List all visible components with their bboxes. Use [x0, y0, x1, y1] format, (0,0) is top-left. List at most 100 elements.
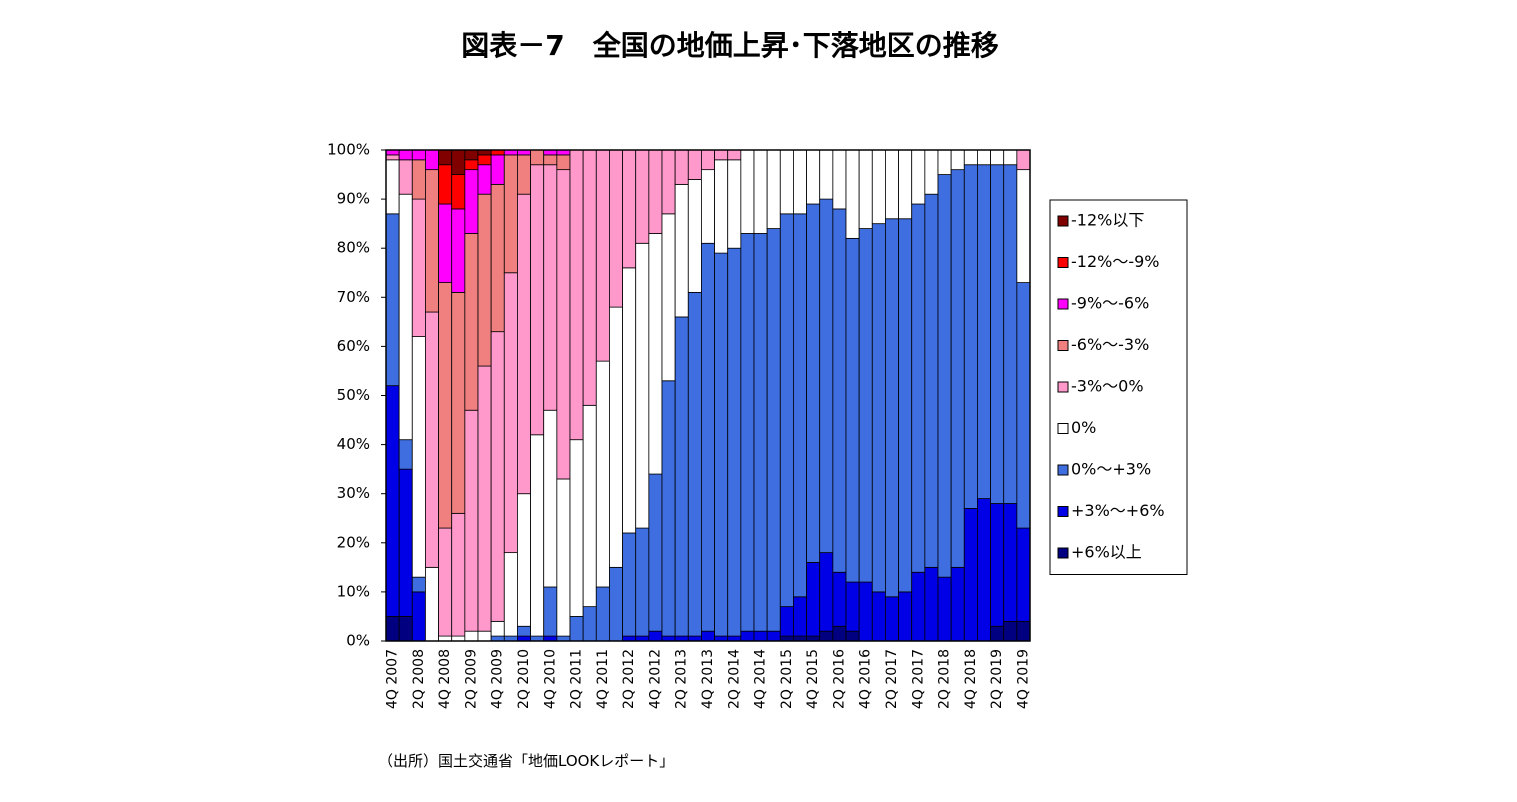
bar-segment — [385, 385, 400, 617]
bar-segment — [990, 149, 1005, 166]
bar-segment — [779, 606, 794, 637]
bar-segment — [451, 208, 466, 293]
bar-segment — [937, 149, 952, 175]
bar-segment — [990, 164, 1005, 504]
bar-segment — [871, 149, 886, 225]
bar-segment — [1016, 149, 1031, 171]
bar-segment — [687, 291, 702, 637]
bar-segment — [411, 159, 426, 200]
legend-swatch — [1057, 257, 1069, 268]
bar-segment — [793, 596, 807, 637]
bar-segment — [438, 164, 453, 205]
legend-swatch — [1057, 464, 1069, 476]
bar-segment — [911, 571, 926, 642]
bar-segment — [898, 218, 913, 593]
bar-segment — [714, 149, 729, 161]
bar-segment — [530, 434, 545, 637]
bar-segment — [569, 439, 584, 617]
y-tick-label: 0% — [346, 632, 370, 650]
bar-segment — [438, 282, 453, 529]
x-tick-label: 4Q 2008 — [437, 649, 453, 709]
bar-segment — [766, 228, 781, 632]
bar-segment — [687, 179, 702, 293]
bar-segment — [701, 149, 715, 171]
x-tick-label: 4Q 2017 — [910, 649, 926, 709]
legend-swatch — [1057, 298, 1069, 310]
bar-segment — [858, 228, 873, 583]
bar-segment — [753, 233, 768, 632]
bar-segment — [425, 149, 439, 171]
legend-label: -6%～-3% — [1071, 335, 1149, 354]
bar-segment — [793, 213, 807, 598]
bar-segment — [517, 493, 531, 627]
bar-segment — [477, 154, 492, 166]
bar-segment — [635, 527, 650, 637]
bar-segment — [753, 630, 768, 642]
bar-segment — [530, 149, 545, 166]
bar-segment — [648, 473, 663, 632]
x-tick-label: 4Q 2007 — [385, 649, 401, 709]
bar-segment — [451, 291, 466, 514]
y-tick-label: 80% — [337, 239, 370, 257]
bar-segment — [740, 149, 755, 234]
bar-segment — [990, 625, 1005, 642]
bar-segment — [582, 404, 597, 608]
bar-segment — [963, 508, 978, 642]
bar-segment — [385, 159, 400, 215]
bar-segment — [517, 193, 531, 495]
bar-segment — [1016, 620, 1031, 642]
bar-segment — [845, 581, 860, 632]
bar-segment — [477, 164, 492, 195]
bar-segment — [727, 247, 742, 637]
chart-title: 図表－7 全国の地価上昇･下落地区の推移 — [461, 29, 999, 62]
x-tick-label: 2Q 2014 — [726, 649, 742, 709]
bar-segment — [701, 630, 715, 642]
bar-segment — [582, 606, 597, 642]
bar-segment — [819, 198, 834, 554]
bar-segment — [701, 242, 715, 632]
bar-segment — [806, 562, 821, 637]
bar-segment — [477, 365, 492, 632]
legend-swatch — [1057, 547, 1069, 559]
legend-swatch — [1057, 340, 1069, 351]
y-tick-label: 30% — [337, 484, 370, 502]
bar-segment — [963, 149, 978, 166]
legend-label: 0% — [1071, 418, 1096, 437]
bar-segment — [398, 159, 413, 195]
bar-segment — [832, 149, 847, 210]
bar-segment — [845, 237, 860, 583]
bar-segment — [411, 198, 426, 337]
bar-segment — [517, 154, 531, 195]
bar-segment — [977, 498, 991, 642]
bar-segment — [898, 149, 913, 220]
bar-segment — [924, 566, 939, 642]
bar-segment — [977, 164, 991, 500]
bar-segment — [595, 586, 610, 642]
bar-segment — [740, 233, 755, 632]
bar-segment — [648, 149, 663, 234]
legend-label: +6%以上 — [1071, 543, 1142, 562]
bar-segment — [714, 159, 729, 254]
bar-segment — [766, 630, 781, 642]
plot-border — [385, 149, 1031, 642]
bar-segment — [451, 149, 466, 175]
bar-segment — [924, 149, 939, 195]
bar-segment — [674, 149, 689, 185]
legend-swatch — [1057, 215, 1069, 227]
bar-segment — [398, 616, 413, 642]
legend-swatch — [1057, 381, 1069, 393]
bar-segment — [609, 149, 623, 308]
y-tick-label: 50% — [337, 386, 370, 404]
bar-segment — [438, 149, 453, 166]
bar-segment — [950, 169, 965, 568]
x-tick-label: 4Q 2013 — [700, 649, 716, 709]
bar-segment — [425, 311, 439, 568]
bar-segment — [530, 164, 545, 436]
bar-segment — [464, 630, 479, 642]
x-tick-label: 2Q 2019 — [989, 649, 1005, 709]
x-tick-label: 2Q 2018 — [937, 649, 953, 709]
bar-segment — [556, 478, 571, 637]
bar-segment — [963, 164, 978, 509]
legend-label: -3%～0% — [1071, 377, 1144, 396]
